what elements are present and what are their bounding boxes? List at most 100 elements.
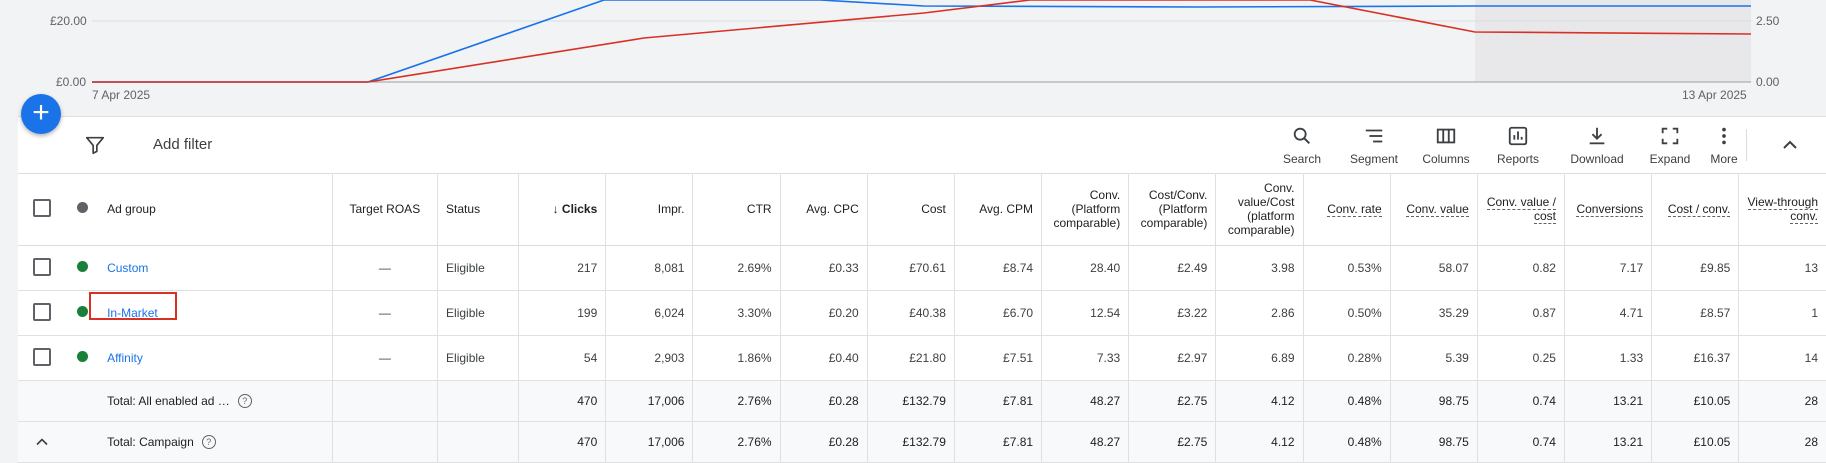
header-clicks[interactable]: ↓ Clicks xyxy=(518,173,607,246)
header-avg-cpm[interactable]: Avg. CPM xyxy=(954,173,1043,246)
expand-label: Expand xyxy=(1649,152,1691,166)
header-conv-value-cost-platform[interactable]: Conv. value/Cost (platform comparable) xyxy=(1215,173,1304,246)
chevron-up-icon[interactable] xyxy=(32,432,52,452)
toolbar-divider xyxy=(1746,129,1747,161)
status-filter-dot[interactable] xyxy=(77,202,89,213)
x-start-label: 7 Apr 2025 xyxy=(92,88,151,102)
reports-button[interactable]: Reports xyxy=(1486,125,1550,166)
header-conv-rate[interactable]: Conv. rate xyxy=(1303,173,1391,246)
conversions-cell: 4.71 xyxy=(1564,290,1653,336)
select-all-checkbox[interactable] xyxy=(33,198,52,217)
total-label-cell: Total: All enabled ad …? xyxy=(99,380,333,422)
ad-group-cell: Affinity xyxy=(99,335,333,381)
header-cost-per-conv[interactable]: Cost / conv. xyxy=(1651,173,1740,246)
header-conv-value[interactable]: Conv. value xyxy=(1390,173,1478,246)
help-icon[interactable]: ? xyxy=(201,435,216,450)
conv-platform-cell: 12.54 xyxy=(1041,290,1130,336)
chart-series-blue xyxy=(92,0,1751,83)
create-fab-button[interactable]: + xyxy=(21,94,61,134)
table-row: Custom — Eligible 217 8,081 2.69% £0.33 … xyxy=(18,245,1826,291)
total-conv-platform-cell: 48.27 xyxy=(1041,380,1130,422)
cost-conv-platform-cell: £2.97 xyxy=(1128,335,1217,381)
add-filter-button[interactable]: Add filter xyxy=(153,136,213,153)
enabled-status-dot[interactable] xyxy=(77,261,89,272)
header-status[interactable]: Status xyxy=(437,173,520,246)
total-conv-value-per-cost-cell: 0.74 xyxy=(1477,380,1565,422)
status-dot-header xyxy=(66,173,100,246)
ad-group-link[interactable]: Custom xyxy=(107,261,149,275)
header-view-through-conv[interactable]: View-through conv. xyxy=(1738,173,1826,246)
view-through-conv-cell: 1 xyxy=(1738,290,1826,336)
download-button[interactable]: Download xyxy=(1562,125,1632,166)
row-checkbox[interactable] xyxy=(33,302,52,321)
status-cell: Eligible xyxy=(437,245,520,291)
enabled-status-dot[interactable] xyxy=(77,351,89,362)
ad-groups-table: Ad group Target ROAS Status ↓ Clicks Imp… xyxy=(18,173,1826,463)
total-conversions-cell: 13.21 xyxy=(1564,421,1653,463)
total-cost-per-conv-cell: £10.05 xyxy=(1651,421,1740,463)
header-cost-conv-platform[interactable]: Cost/Conv. (Platform comparable) xyxy=(1128,173,1217,246)
enabled-status-dot[interactable] xyxy=(77,306,89,317)
header-conversions[interactable]: Conversions xyxy=(1564,173,1653,246)
ad-group-link[interactable]: Affinity xyxy=(107,351,143,365)
cost-per-conv-cell: £9.85 xyxy=(1651,245,1740,291)
total-view-through-conv-cell: 28 xyxy=(1738,421,1826,463)
row-checkbox[interactable] xyxy=(33,347,52,366)
segment-button[interactable]: Segment xyxy=(1342,125,1406,166)
header-impr[interactable]: Impr. xyxy=(605,173,694,246)
performance-chart: £20.00 £0.00 2.50 0.00 7 Apr 2025 13 Apr… xyxy=(0,0,1826,115)
header-conv-value-per-cost-label: Conv. value / cost xyxy=(1486,195,1556,224)
total-conv-platform-cell: 48.27 xyxy=(1041,421,1130,463)
total-conv-value-cell: 98.75 xyxy=(1390,421,1478,463)
table-row: Affinity — Eligible 54 2,903 1.86% £0.40… xyxy=(18,335,1826,381)
cost-per-conv-cell: £16.37 xyxy=(1651,335,1740,381)
conv-value-cost-platform-cell: 6.89 xyxy=(1215,335,1304,381)
conv-value-cell: 5.39 xyxy=(1390,335,1478,381)
ctr-cell: 2.69% xyxy=(692,245,781,291)
impr-cell: 8,081 xyxy=(605,245,694,291)
total-conv-rate-cell: 0.48% xyxy=(1303,380,1391,422)
reports-icon xyxy=(1508,126,1528,146)
total-empty-cell xyxy=(66,380,100,422)
columns-button[interactable]: Columns xyxy=(1414,125,1478,166)
help-icon[interactable]: ? xyxy=(237,394,252,409)
clicks-cell: 54 xyxy=(518,335,607,381)
total-ctr-cell: 2.76% xyxy=(692,380,781,422)
plus-icon: + xyxy=(32,95,50,129)
header-view-through-conv-label: View-through conv. xyxy=(1747,195,1818,224)
avg-cpc-cell: £0.40 xyxy=(780,335,868,381)
header-conv-platform[interactable]: Conv. (Platform comparable) xyxy=(1041,173,1130,246)
more-button[interactable]: More xyxy=(1704,125,1744,166)
table-row: In-Market — Eligible 199 6,024 3.30% £0.… xyxy=(18,290,1826,336)
total-clicks-cell: 470 xyxy=(518,421,607,463)
header-conv-rate-label: Conv. rate xyxy=(1327,202,1382,217)
ad-group-link[interactable]: In-Market xyxy=(107,306,158,320)
header-conv-value-per-cost[interactable]: Conv. value / cost xyxy=(1477,173,1565,246)
expand-button[interactable]: Expand xyxy=(1644,125,1696,166)
ctr-cell: 3.30% xyxy=(692,290,781,336)
row-select-cell xyxy=(18,245,67,291)
conv-platform-cell: 28.40 xyxy=(1041,245,1130,291)
header-ad-group[interactable]: Ad group xyxy=(99,173,333,246)
header-ctr[interactable]: CTR xyxy=(692,173,781,246)
more-vert-icon xyxy=(1722,127,1726,145)
target-roas-cell: — xyxy=(332,245,439,291)
ad-group-cell: Custom xyxy=(99,245,333,291)
chart-plot xyxy=(92,0,1752,83)
header-conversions-label: Conversions xyxy=(1576,202,1644,217)
total-empty-cell xyxy=(332,380,439,422)
search-button[interactable]: Search xyxy=(1274,125,1330,166)
filter-icon[interactable] xyxy=(84,134,106,156)
total-empty-cell xyxy=(18,380,67,422)
conv-value-per-cost-cell: 0.25 xyxy=(1477,335,1565,381)
total-clicks-cell: 470 xyxy=(518,380,607,422)
header-target-roas[interactable]: Target ROAS xyxy=(332,173,439,246)
total-cost-conv-platform-cell: £2.75 xyxy=(1128,380,1217,422)
header-avg-cpc[interactable]: Avg. CPC xyxy=(780,173,868,246)
header-cost[interactable]: Cost xyxy=(867,173,955,246)
avg-cpm-cell: £7.51 xyxy=(954,335,1043,381)
status-cell: Eligible xyxy=(437,290,520,336)
chevron-up-icon[interactable] xyxy=(1778,133,1802,157)
segment-label: Segment xyxy=(1349,152,1399,166)
row-checkbox[interactable] xyxy=(33,257,52,276)
